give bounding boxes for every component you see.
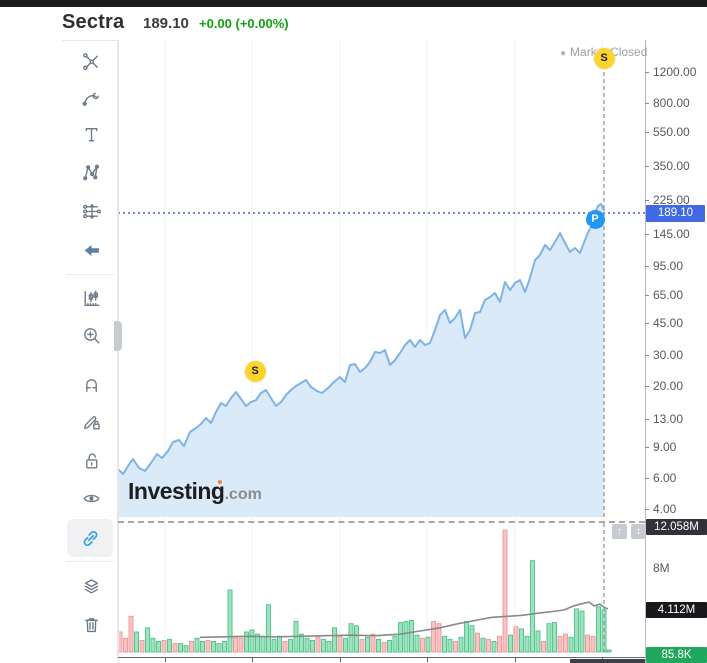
- tool-text-tool-icon[interactable]: [79, 122, 103, 146]
- tool-cross-trend-icon[interactable]: [79, 49, 103, 73]
- split-marker-mid[interactable]: S: [244, 360, 266, 382]
- watermark-orange-dot: [218, 480, 222, 484]
- tool-unlock-icon[interactable]: [79, 448, 103, 472]
- price-axis-tick-label: 4.00: [653, 502, 677, 516]
- tool-magnet-icon[interactable]: [79, 372, 103, 396]
- price-axis-tick-label: 9.00: [653, 440, 677, 454]
- time-axis-tick: [340, 658, 341, 662]
- time-axis-scroll-segment: [570, 659, 645, 663]
- window-top-bar: [0, 0, 707, 7]
- price-axis-tick: [645, 266, 649, 267]
- toolbar-divider: [66, 561, 114, 562]
- price-axis-tick-label: 95.00: [653, 259, 684, 273]
- price-axis-tick: [645, 200, 649, 201]
- price-axis-tick-label: 30.00: [653, 348, 684, 362]
- time-axis-tick: [515, 658, 516, 662]
- price-axis-tick-label: 800.00: [653, 96, 690, 110]
- drawing-toolbar: [62, 40, 118, 663]
- price-change: +0.00 (+0.00%): [199, 16, 289, 31]
- tool-xabcd-pattern-icon[interactable]: [79, 160, 103, 184]
- volume-ma-badge: 4.112M: [646, 602, 707, 618]
- price-axis-tick: [645, 447, 649, 448]
- last-price-badge: 189.10: [646, 205, 705, 222]
- symbol-title: Sectra: [62, 11, 125, 33]
- price-axis-tick-label: 6.00: [653, 471, 677, 485]
- status-dot-icon: ●: [560, 48, 567, 59]
- price-axis-tick: [645, 132, 649, 133]
- price-axis-line[interactable]: [645, 40, 646, 663]
- time-axis-line[interactable]: [118, 657, 645, 658]
- pin-marker-tail: [586, 225, 590, 229]
- toolbar-collapse-handle[interactable]: [114, 321, 122, 351]
- price-axis-tick-label: 550.00: [653, 125, 690, 139]
- tool-drawing-lock-icon[interactable]: [79, 409, 103, 433]
- price-axis-tick: [645, 166, 649, 167]
- tool-bar-pattern-icon[interactable]: [79, 286, 103, 310]
- watermark-brand: Investing: [128, 478, 225, 504]
- volume-last-badge: 85.8K: [646, 647, 707, 663]
- price-axis-tick-label: 45.00: [653, 316, 684, 330]
- pane-maximize-button[interactable]: ↕: [631, 524, 646, 539]
- price-axis-tick: [645, 355, 649, 356]
- price-axis-tick: [645, 509, 649, 510]
- price-axis-tick-label: 13.00: [653, 412, 684, 426]
- last-price: 189.10: [143, 15, 189, 32]
- split-marker-top[interactable]: S: [593, 47, 615, 69]
- time-axis-tick: [165, 658, 166, 662]
- pane-move-up-button[interactable]: ↑: [612, 524, 627, 539]
- price-axis-tick: [645, 323, 649, 324]
- tool-trash-icon[interactable]: [79, 612, 103, 636]
- price-axis-tick-label: 65.00: [653, 288, 684, 302]
- price-chart[interactable]: [118, 40, 645, 523]
- tool-layers-icon[interactable]: [79, 574, 103, 598]
- pin-marker[interactable]: P: [585, 209, 605, 229]
- time-axis-tick: [427, 658, 428, 662]
- price-axis-tick: [645, 103, 649, 104]
- tool-projection-icon[interactable]: [79, 199, 103, 223]
- price-axis-tick-label: 350.00: [653, 159, 690, 173]
- tool-arrow-left-icon[interactable]: [79, 238, 103, 262]
- tool-zoom-in-icon[interactable]: [79, 323, 103, 347]
- price-axis-tick-label: 225.00: [653, 193, 690, 207]
- toolbar-divider: [66, 274, 114, 275]
- time-axis-tick: [252, 658, 253, 662]
- price-axis-tick-label: 1200.00: [653, 65, 697, 79]
- pane-separator[interactable]: [118, 521, 645, 523]
- price-axis-tick: [645, 234, 649, 235]
- price-axis-tick: [645, 386, 649, 387]
- investing-watermark: Investing.com: [128, 478, 262, 505]
- tool-curve-icon[interactable]: [79, 86, 103, 110]
- volume-scale-top-badge: 12.058M: [646, 519, 707, 535]
- price-axis-tick: [645, 419, 649, 420]
- volume-mid-tick-label: 8M: [653, 561, 670, 575]
- price-axis-tick: [645, 295, 649, 296]
- tool-link-icon[interactable]: [67, 519, 113, 557]
- volume-chart[interactable]: [118, 523, 645, 663]
- price-axis-tick-label: 145.00: [653, 227, 690, 241]
- tool-eye-icon[interactable]: [79, 486, 103, 510]
- price-axis-tick: [645, 478, 649, 479]
- price-axis-tick-label: 20.00: [653, 379, 684, 393]
- watermark-tld: .com: [224, 486, 262, 503]
- price-axis-tick: [645, 72, 649, 73]
